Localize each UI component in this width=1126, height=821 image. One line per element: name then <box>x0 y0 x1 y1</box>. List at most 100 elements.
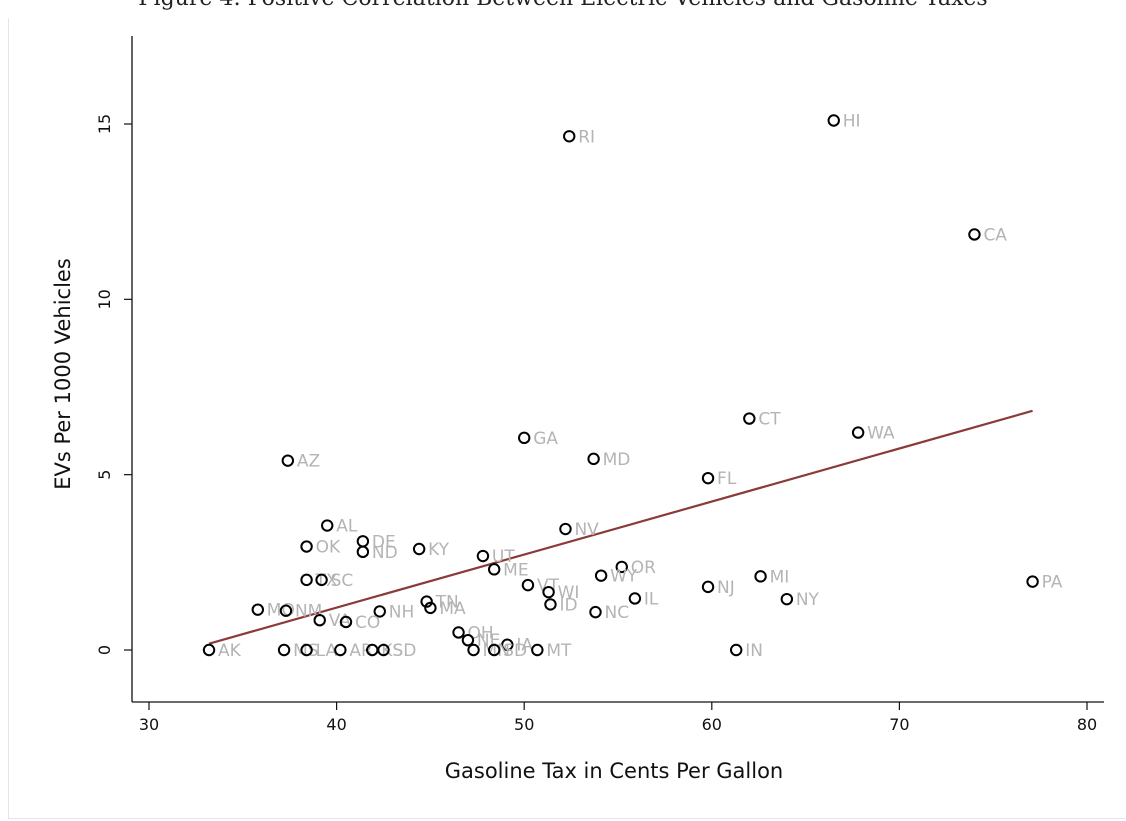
data-point <box>281 454 295 467</box>
data-point <box>827 114 840 127</box>
data-point <box>628 592 642 605</box>
data-point <box>461 633 475 647</box>
data-point <box>589 605 602 619</box>
data-point <box>373 605 386 618</box>
data-point-label: NJ <box>717 578 735 598</box>
data-point-label: OK <box>316 538 341 558</box>
data-point <box>467 643 480 657</box>
data-point-label: FL <box>717 469 737 489</box>
data-point-label: OH <box>468 623 494 643</box>
data-point-label: AR <box>349 641 373 661</box>
data-point-label: NV <box>574 520 599 540</box>
data-point <box>518 431 531 445</box>
data-point <box>300 643 313 657</box>
data-point <box>300 540 313 553</box>
y-axis-title: EVs Per 1000 Vehicles <box>51 258 75 490</box>
data-point-label: TN <box>435 593 459 613</box>
data-point-label: MS <box>293 641 318 661</box>
data-point <box>277 643 291 657</box>
data-point <box>356 545 370 559</box>
data-point <box>251 603 265 616</box>
data-point-label: PA <box>1042 573 1063 593</box>
data-point-label: CA <box>983 225 1007 245</box>
data-point <box>487 563 501 576</box>
data-point-label: ME <box>503 560 528 580</box>
data-point <box>321 519 334 532</box>
data-point <box>563 130 576 143</box>
data-point-label: WA <box>867 424 895 444</box>
data-point-label: IN <box>745 641 763 661</box>
data-point <box>377 643 390 657</box>
data-point <box>968 228 981 241</box>
data-point-label: SD <box>393 641 417 661</box>
x-tick-label: 60 <box>702 715 722 734</box>
data-point-label: ID <box>559 595 577 615</box>
y-tick-label: 10 <box>95 289 114 309</box>
data-point <box>279 604 293 617</box>
points-group: HI RI CA CT WA GA MD AZ FL AL NV DE OK KY ND UT OR ME WY MI… <box>202 111 1063 661</box>
data-point-label: NY <box>796 590 820 610</box>
data-point <box>544 598 557 611</box>
data-point <box>412 542 426 556</box>
data-point <box>487 643 501 657</box>
data-point <box>701 471 715 485</box>
data-point-label: GA <box>533 429 558 449</box>
data-point <box>452 626 465 639</box>
data-point-label: LA <box>316 641 338 661</box>
x-tick-label: 30 <box>139 715 159 734</box>
data-point-label: NC <box>604 603 629 623</box>
data-point-label: CT <box>758 410 781 430</box>
data-point <box>356 535 370 548</box>
data-point-label: CO <box>355 613 380 633</box>
data-point-label: AZ <box>297 452 320 472</box>
x-tick-label: 50 <box>514 715 534 734</box>
data-point-label: IL <box>644 589 659 609</box>
y-tick-label: 15 <box>95 114 114 134</box>
data-point-label: KY <box>428 540 450 560</box>
data-point <box>521 578 535 592</box>
data-point-label: NH <box>389 602 415 622</box>
x-tick-label: 80 <box>1077 715 1097 734</box>
data-point <box>615 560 628 574</box>
data-point <box>729 643 743 657</box>
data-point-label: MN <box>483 641 510 661</box>
data-point <box>334 643 347 657</box>
data-point <box>754 570 767 583</box>
data-point <box>501 638 514 651</box>
data-point-label: MI <box>770 567 790 587</box>
data-point-label: MA <box>439 599 466 619</box>
fit-line-group <box>208 409 1033 645</box>
data-point-label: SC <box>331 571 354 591</box>
fit-line <box>208 409 1033 645</box>
data-point-label: AL <box>336 517 358 537</box>
data-point-label: RI <box>578 127 595 147</box>
y-tick-label: 5 <box>95 470 114 480</box>
data-point <box>542 585 555 599</box>
y-tick-label: 0 <box>95 645 114 655</box>
data-point <box>594 569 608 582</box>
data-point <box>424 601 437 615</box>
data-point <box>476 549 490 563</box>
data-point-label: AK <box>218 641 242 661</box>
data-point <box>531 643 544 657</box>
data-point-label: NE <box>477 631 500 651</box>
data-point <box>743 412 756 425</box>
data-point <box>300 573 313 587</box>
data-point <box>1026 575 1039 588</box>
data-point <box>559 522 572 536</box>
data-point-label: MD <box>603 450 631 470</box>
data-point <box>339 615 353 629</box>
data-point-label: MT <box>546 641 572 661</box>
x-axis-title: Gasoline Tax in Cents Per Gallon <box>445 759 784 783</box>
data-point <box>202 643 216 657</box>
chart-frame <box>8 18 1125 819</box>
data-point-label: WY <box>610 567 638 587</box>
data-point-label: NM <box>295 602 322 622</box>
x-tick-label: 70 <box>889 715 909 734</box>
data-point <box>587 452 600 466</box>
data-point <box>780 592 794 606</box>
data-point-label: HI <box>843 111 861 131</box>
data-point-label: DE <box>372 532 396 552</box>
axes: 30 40 50 60 70 80 0 5 10 15 <box>95 36 1104 734</box>
